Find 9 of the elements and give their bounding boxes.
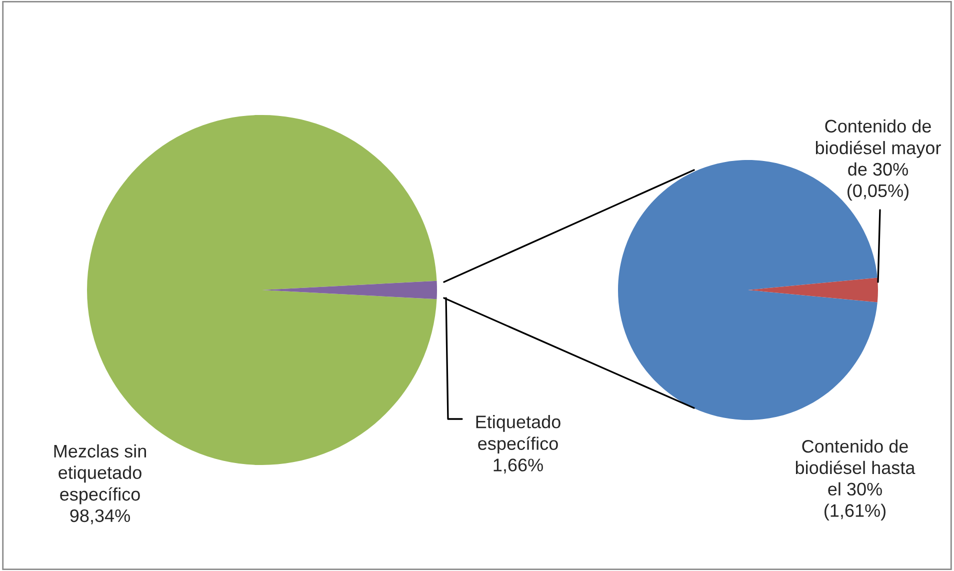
slice-label: Mezclas sin etiquetado específico — [54, 444, 146, 504]
pie-slice — [748, 278, 878, 302]
slice-label: Contenido de biodiésel hasta el 30% — [796, 439, 916, 496]
slice-label: Contenido de biodiésel mayor de 30% — [816, 119, 941, 176]
slice-label: Etiquetado específico — [476, 415, 560, 454]
data-label: (1,61%) — [824, 504, 886, 521]
data-label: (0,05%) — [848, 184, 908, 201]
data-label: 98,34% — [70, 509, 130, 524]
data-label: 1,66% — [494, 458, 543, 474]
